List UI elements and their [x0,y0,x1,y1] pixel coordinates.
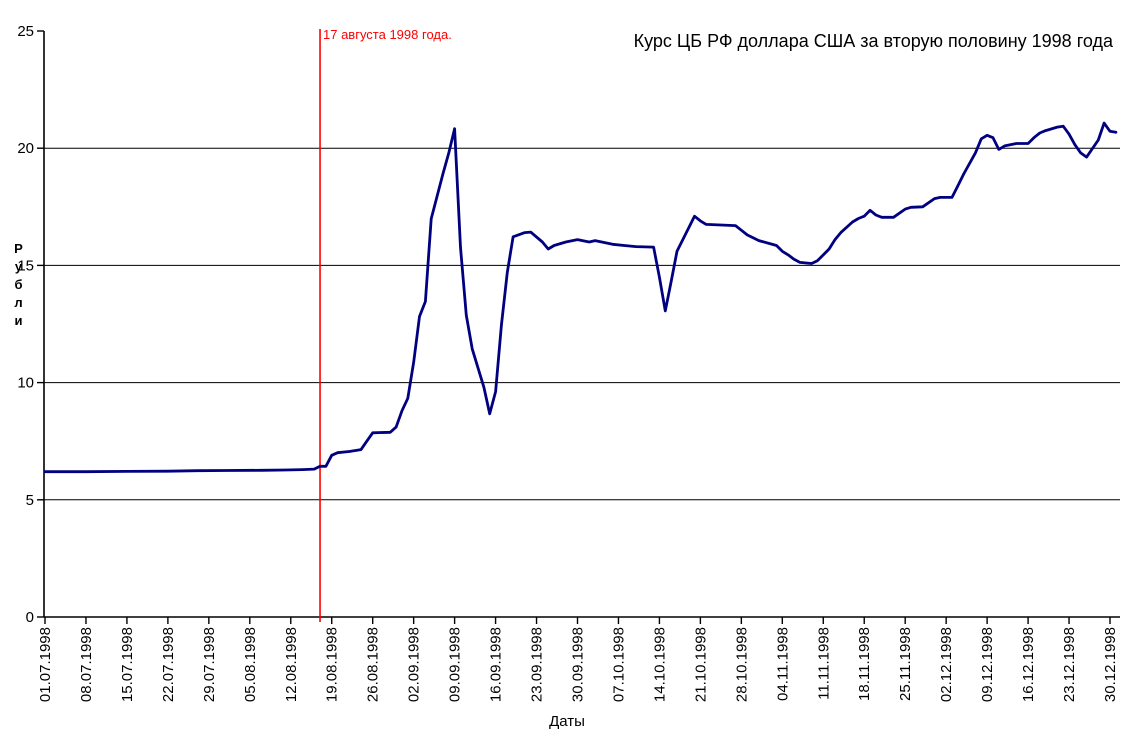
y-tick-label: 20 [17,140,34,157]
x-tick-label: 30.09.1998 [570,627,587,702]
x-tick-label: 23.12.1998 [1061,627,1078,702]
crisis-date-label: 17 августа 1998 года. [323,27,452,42]
x-tick-label: 21.10.1998 [692,627,709,702]
x-tick-label: 04.11.1998 [774,627,791,701]
x-axis-title: Даты [549,713,585,730]
x-tick-label: 25.11.1998 [897,627,914,701]
x-tick-label: 15.07.1998 [119,627,136,702]
x-tick-label: 16.09.1998 [488,627,505,702]
y-tick-label: 5 [26,492,34,509]
usd-rate-line [43,121,1118,474]
x-tick-label: 29.07.1998 [201,627,218,702]
x-tick-label: 09.09.1998 [447,627,464,702]
y-tick-label: 10 [17,375,34,392]
x-tick-label: 08.07.1998 [78,627,95,702]
y-tick-label: 25 [17,23,34,40]
y-tick-label: 15 [17,257,34,274]
x-tick-label: 22.07.1998 [160,627,177,702]
x-tick-label: 11.11.1998 [815,627,832,700]
x-tick-label: 07.10.1998 [610,627,627,702]
x-tick-label: 19.08.1998 [324,627,341,702]
x-tick-label: 01.07.1998 [37,627,54,702]
x-tick-label: 28.10.1998 [733,627,750,702]
x-tick-label: 16.12.1998 [1020,627,1037,702]
x-tick-label: 30.12.1998 [1102,627,1119,702]
y-axis-title: Рубли [11,241,26,331]
x-tick-label: 02.09.1998 [406,627,423,702]
chart-title: Курс ЦБ РФ доллара США за вторую половин… [633,31,1113,51]
x-tick-label: 26.08.1998 [365,627,382,702]
x-tick-label: 12.08.1998 [283,627,300,702]
x-tick-label: 05.08.1998 [242,627,259,702]
y-tick-label: 0 [26,609,34,626]
x-tick-label: 18.11.1998 [856,627,873,701]
x-tick-label: 23.09.1998 [529,627,546,702]
x-tick-label: 02.12.1998 [938,627,955,702]
x-tick-label: 14.10.1998 [651,627,668,702]
x-tick-label: 09.12.1998 [979,627,996,702]
